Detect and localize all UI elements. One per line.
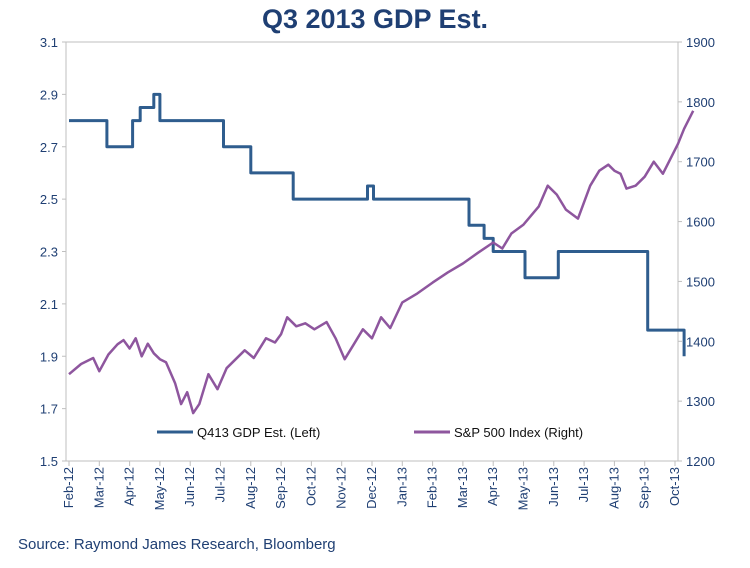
- x-tick-label: Oct-13: [667, 467, 682, 506]
- y-right-tick-label: 1500: [686, 274, 715, 289]
- y-left-tick-label: 2.1: [40, 297, 58, 312]
- y-right-tick-label: 1200: [686, 454, 715, 469]
- x-tick-label: Feb-13: [425, 467, 440, 508]
- y-left-tick-label: 3.1: [40, 35, 58, 50]
- y-left-tick-label: 1.5: [40, 454, 58, 469]
- x-tick-label: Oct-12: [303, 467, 318, 506]
- y-right-tick-label: 1800: [686, 95, 715, 110]
- x-tick-label: Sep-12: [273, 467, 288, 509]
- x-tick-label: Nov-12: [334, 467, 349, 509]
- x-tick-label: Mar-12: [91, 467, 106, 508]
- y-left-tick-label: 1.7: [40, 402, 58, 417]
- x-tick-label: Aug-12: [243, 467, 258, 509]
- sp500-index-line: [68, 110, 695, 415]
- x-tick-label: Jan-13: [394, 467, 409, 507]
- x-tick-label: Aug-13: [606, 467, 621, 509]
- y-left-tick-label: 2.3: [40, 245, 58, 260]
- x-tick-label: Jun-13: [546, 467, 561, 507]
- x-tick-label: Feb-12: [61, 467, 76, 508]
- y-left-tick-label: 2.9: [40, 87, 58, 102]
- x-tick-label: Apr-12: [122, 467, 137, 506]
- x-tick-label: Jul-12: [213, 467, 228, 502]
- source-note: Source: Raymond James Research, Bloomber…: [18, 536, 336, 553]
- legend-label-sp500: S&P 500 Index (Right): [454, 425, 583, 440]
- x-tick-label: Jun-12: [182, 467, 197, 507]
- axes-layer: 1.5 1.7 1.9 2.1 2.3 2.5 2.7 2.9 3.1 1200 1300 1400 1…: [40, 35, 715, 510]
- x-tick-label: Mar-13: [455, 467, 470, 508]
- y-right-tick-label: 1900: [686, 35, 715, 50]
- y-left-tick-label: 1.9: [40, 349, 58, 364]
- chart-title: Q3 2013 GDP Est.: [261, 4, 489, 34]
- y-right-tick-label: 1400: [686, 334, 715, 349]
- x-tick-label: Dec-12: [364, 467, 379, 509]
- y-left-tick-label: 2.5: [40, 192, 58, 207]
- x-tick-label: May-13: [516, 467, 531, 510]
- y-right-tick-label: 1300: [686, 394, 715, 409]
- x-tick-label: Apr-13: [485, 467, 500, 506]
- x-tick-label: Sep-13: [637, 467, 652, 509]
- y-right-tick-label: 1600: [686, 215, 715, 230]
- series-layer: [68, 92, 695, 415]
- x-tick-label: Jul-13: [576, 467, 591, 502]
- y-left-tick-label: 2.7: [40, 140, 58, 155]
- chart-legend: Q413 GDP Est. (Left) S&P 500 Index (Righ…: [157, 425, 583, 440]
- legend-label-gdp: Q413 GDP Est. (Left): [197, 425, 320, 440]
- x-tick-label: May-12: [152, 467, 167, 510]
- gdp-estimate-line: [69, 92, 686, 357]
- y-right-tick-label: 1700: [686, 155, 715, 170]
